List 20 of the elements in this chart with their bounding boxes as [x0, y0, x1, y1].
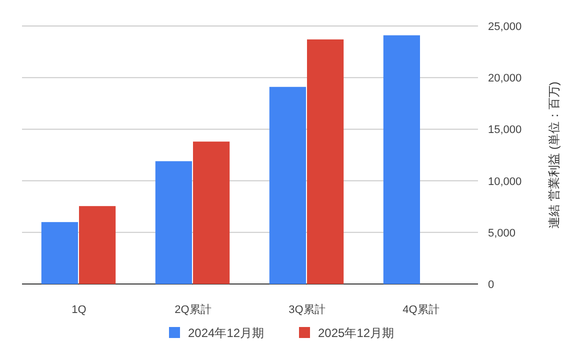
x-tick-label: 3Q累計 [288, 303, 326, 316]
legend-label: 2024年12月期 [188, 326, 264, 340]
x-tick-label: 2Q累計 [174, 303, 212, 316]
y-tick-label: 25,000 [488, 21, 522, 33]
bar [155, 161, 192, 284]
x-tick-label: 4Q累計 [402, 303, 440, 316]
y-axis-title: 連結 営業利益 (単位：百万) [547, 82, 561, 228]
y-tick-label: 0 [488, 279, 494, 291]
y-tick-label: 10,000 [488, 176, 522, 188]
y-tick-label: 20,000 [488, 72, 522, 85]
bar [307, 39, 344, 284]
bar [383, 35, 420, 284]
bar [269, 86, 306, 284]
bar [41, 222, 78, 284]
y-tick-label: 15,000 [488, 124, 522, 136]
legend-label: 2025年12月期 [318, 326, 394, 340]
y-tick-label: 5,000 [488, 227, 516, 240]
bar [193, 142, 230, 284]
bar [79, 206, 116, 284]
x-tick-label: 1Q [72, 304, 87, 316]
